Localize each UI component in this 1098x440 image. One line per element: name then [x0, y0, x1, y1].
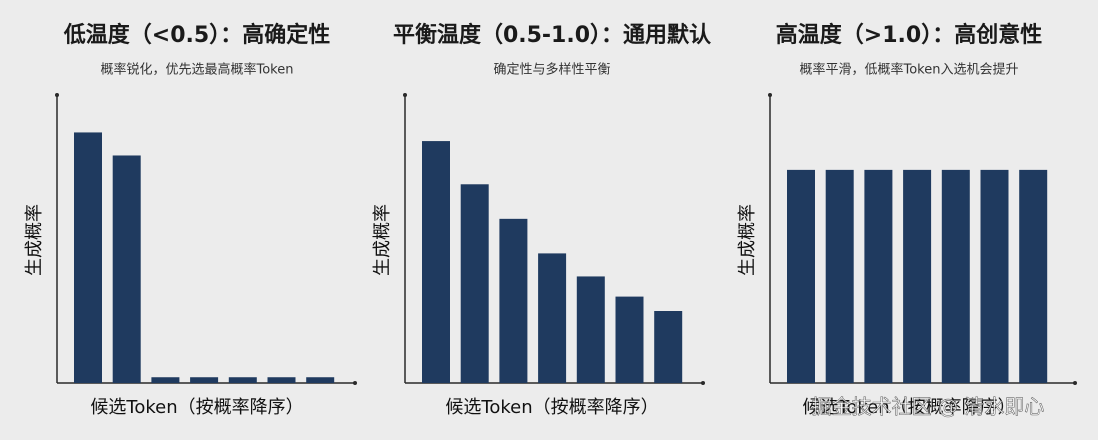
bar: [941, 169, 970, 383]
bar: [74, 132, 102, 383]
axis-tip: [768, 93, 772, 97]
bar: [903, 169, 932, 383]
bar: [460, 184, 489, 383]
bar: [306, 377, 335, 383]
bar: [654, 311, 683, 383]
bar: [267, 377, 296, 383]
axis-tip: [55, 93, 59, 97]
x-axis-label: 候选Token（按概率降序）: [802, 397, 1015, 418]
x-axis-label: 候选Token（按概率降序）: [90, 397, 303, 418]
chart-title: 平衡温度（0.5-1.0）：通用默认: [393, 22, 711, 48]
bar: [151, 377, 180, 383]
axis-tip: [403, 93, 407, 97]
watermark: 掘金技术社区 @ 清水即心: [812, 395, 1045, 419]
bar: [422, 141, 450, 383]
bar: [576, 276, 605, 383]
chart-subtitle: 概率锐化，优先选最高概率Token: [101, 62, 294, 78]
bar: [499, 218, 528, 383]
axis-tip: [1073, 381, 1077, 385]
y-axis-label: 生成概率: [737, 204, 758, 276]
bar: [864, 169, 893, 383]
x-axis-label: 候选Token（按概率降序）: [445, 397, 658, 418]
axis-tip: [701, 381, 705, 385]
y-axis-label: 生成概率: [372, 204, 393, 276]
y-axis-label: 生成概率: [24, 204, 45, 276]
chart-title: 高温度（>1.0）：高创意性: [776, 22, 1042, 48]
bar: [112, 155, 141, 383]
chart-subtitle: 概率平滑，低概率Token入选机会提升: [800, 62, 1019, 78]
bar: [228, 377, 257, 383]
chart-subtitle: 确定性与多样性平衡: [493, 62, 610, 78]
bar: [538, 253, 567, 383]
bar: [615, 296, 644, 383]
axis-tip: [353, 381, 357, 385]
bar: [190, 377, 219, 383]
bar: [980, 169, 1009, 383]
bar: [787, 169, 815, 383]
bar: [825, 169, 854, 383]
chart-title: 低温度（<0.5）：高确定性: [63, 22, 330, 48]
bar: [1019, 169, 1048, 383]
